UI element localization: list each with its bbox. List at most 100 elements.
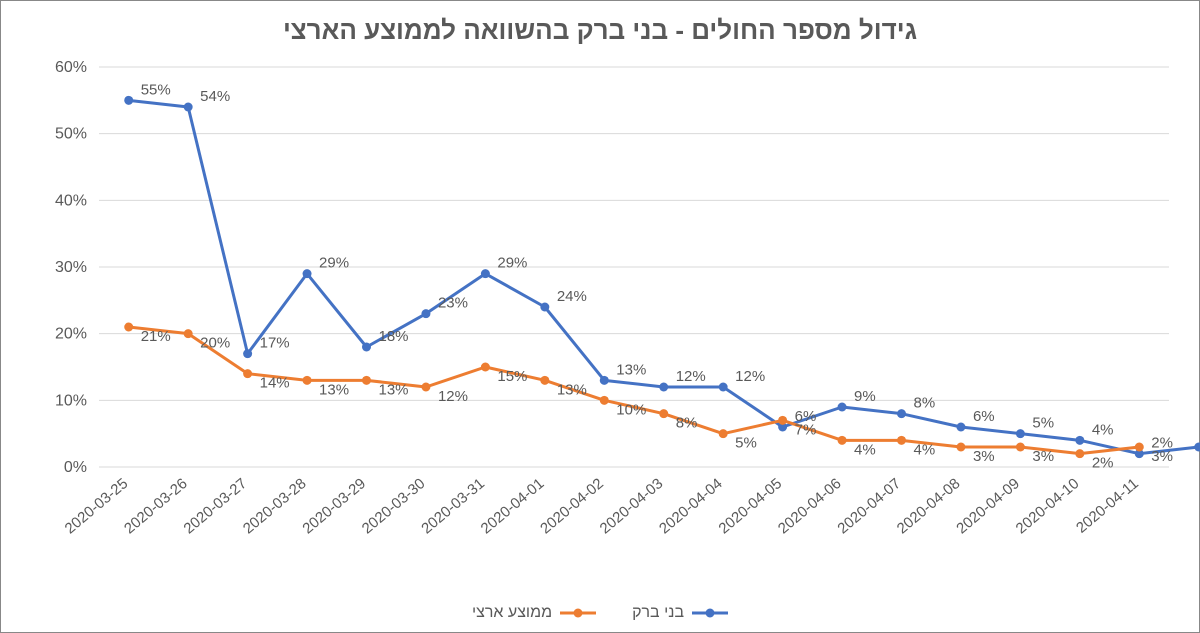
data-label: 54% (200, 88, 230, 105)
data-label: 3% (1032, 448, 1054, 465)
data-label: 3% (1151, 448, 1173, 465)
x-tick-label: 2020-04-09 (953, 475, 1023, 537)
data-label: 4% (914, 441, 936, 458)
data-label: 10% (616, 401, 646, 418)
data-label: 29% (497, 255, 527, 272)
data-label: 12% (438, 388, 468, 405)
x-tick-label: 2020-03-30 (359, 475, 429, 537)
x-tick-label: 2020-04-06 (775, 475, 845, 537)
data-label: 5% (735, 435, 757, 452)
series-marker (1075, 436, 1084, 445)
x-tick-label: 2020-03-26 (121, 475, 191, 537)
data-label: 2% (1092, 455, 1114, 472)
x-tick-label: 2020-04-01 (478, 475, 548, 537)
series-marker (362, 343, 371, 352)
data-label: 3% (973, 448, 995, 465)
data-label: 21% (141, 328, 171, 345)
series-marker (659, 409, 668, 418)
series-marker (778, 416, 787, 425)
chart-title: גידול מספר החולים - בני ברק בהשוואה לממו… (1, 15, 1199, 46)
series-marker (897, 409, 906, 418)
series-marker (243, 369, 252, 378)
x-tick-label: 2020-04-10 (1013, 475, 1083, 537)
y-tick-label: 60% (55, 59, 87, 76)
series-marker (956, 423, 965, 432)
series-marker (956, 443, 965, 452)
series-marker (184, 329, 193, 338)
x-tick-label: 2020-03-31 (418, 475, 488, 537)
data-label: 7% (795, 421, 817, 438)
series-marker (1016, 443, 1025, 452)
series-marker (124, 96, 133, 105)
series-marker (659, 383, 668, 392)
data-label: 20% (200, 335, 230, 352)
series-marker (481, 269, 490, 278)
data-label: 17% (260, 335, 290, 352)
data-label: 55% (141, 81, 171, 98)
data-label: 24% (557, 288, 587, 305)
series-marker (303, 376, 312, 385)
x-tick-label: 2020-03-27 (180, 475, 250, 537)
data-label: 6% (973, 408, 995, 425)
legend: בני ברק ממוצע ארצי (1, 600, 1199, 622)
series-marker (540, 376, 549, 385)
series-marker (124, 323, 133, 332)
data-label: 4% (854, 441, 876, 458)
data-label: 8% (914, 395, 936, 412)
data-label: 12% (676, 368, 706, 385)
data-label: 23% (438, 295, 468, 312)
data-label: 18% (379, 328, 409, 345)
y-tick-label: 50% (55, 126, 87, 143)
series-marker (1135, 443, 1144, 452)
x-tick-label: 2020-04-05 (715, 475, 785, 537)
chart-svg: 0%10%20%30%40%50%60%2020-03-252020-03-26… (99, 67, 1169, 467)
series-marker (719, 429, 728, 438)
series-marker (184, 103, 193, 112)
x-tick-label: 2020-04-11 (1073, 475, 1142, 537)
series-marker (421, 383, 430, 392)
x-tick-label: 2020-03-25 (62, 475, 132, 537)
data-label: 8% (676, 415, 698, 432)
x-tick-label: 2020-04-07 (834, 475, 904, 537)
data-label: 9% (854, 388, 876, 405)
legend-label: בני ברק (632, 604, 684, 622)
data-label: 13% (616, 361, 646, 378)
series-marker (1194, 443, 1200, 452)
x-tick-label: 2020-03-28 (240, 475, 310, 537)
series-marker (897, 436, 906, 445)
series-marker (600, 396, 609, 405)
data-label: 13% (319, 381, 349, 398)
x-tick-label: 2020-04-03 (597, 475, 667, 537)
x-tick-label: 2020-04-04 (656, 475, 726, 537)
series-marker (481, 363, 490, 372)
data-label: 29% (319, 255, 349, 272)
legend-item: בני ברק (632, 604, 728, 622)
series-marker (303, 269, 312, 278)
legend-item: ממוצע ארצי (472, 604, 596, 622)
data-label: 5% (1032, 415, 1054, 432)
plot-area: 0%10%20%30%40%50%60%2020-03-252020-03-26… (99, 67, 1169, 467)
series-marker (838, 403, 847, 412)
series-marker (243, 349, 252, 358)
series-marker (1016, 429, 1025, 438)
series-marker (719, 383, 728, 392)
data-label: 13% (379, 381, 409, 398)
x-tick-label: 2020-04-08 (894, 475, 964, 537)
series-marker (838, 436, 847, 445)
y-tick-label: 0% (64, 459, 87, 476)
series-marker (362, 376, 371, 385)
series-marker (1075, 449, 1084, 458)
data-label: 12% (735, 368, 765, 385)
y-tick-label: 20% (55, 326, 87, 343)
y-tick-label: 40% (55, 192, 87, 209)
y-tick-label: 30% (55, 259, 87, 276)
x-tick-label: 2020-03-29 (299, 475, 369, 537)
x-tick-label: 2020-04-02 (537, 475, 607, 537)
data-label: 13% (557, 381, 587, 398)
legend-label: ממוצע ארצי (472, 604, 552, 622)
data-label: 14% (260, 375, 290, 392)
chart-container: גידול מספר החולים - בני ברק בהשוואה לממו… (0, 0, 1200, 633)
y-tick-label: 10% (55, 392, 87, 409)
series-marker (600, 376, 609, 385)
data-label: 15% (497, 368, 527, 385)
